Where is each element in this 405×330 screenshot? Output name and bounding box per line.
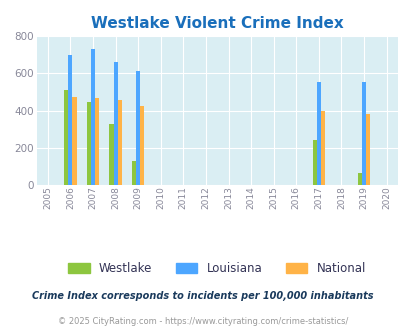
Bar [132, 161, 136, 185]
Bar [95, 98, 99, 185]
Bar [117, 100, 121, 185]
Bar [136, 71, 140, 185]
Title: Westlake Violent Crime Index: Westlake Violent Crime Index [91, 16, 343, 31]
Bar [109, 123, 113, 185]
Bar [357, 173, 361, 185]
Bar [91, 49, 95, 185]
Bar [72, 97, 76, 185]
Bar [64, 90, 68, 185]
Bar [87, 102, 91, 185]
Bar [312, 140, 316, 185]
Text: Crime Index corresponds to incidents per 100,000 inhabitants: Crime Index corresponds to incidents per… [32, 291, 373, 301]
Bar [320, 111, 324, 185]
Legend: Westlake, Louisiana, National: Westlake, Louisiana, National [64, 257, 370, 280]
Bar [365, 114, 369, 185]
Bar [140, 106, 144, 185]
Text: © 2025 CityRating.com - https://www.cityrating.com/crime-statistics/: © 2025 CityRating.com - https://www.city… [58, 317, 347, 326]
Bar [68, 55, 72, 185]
Bar [361, 82, 365, 185]
Bar [113, 62, 117, 185]
Bar [316, 82, 320, 185]
